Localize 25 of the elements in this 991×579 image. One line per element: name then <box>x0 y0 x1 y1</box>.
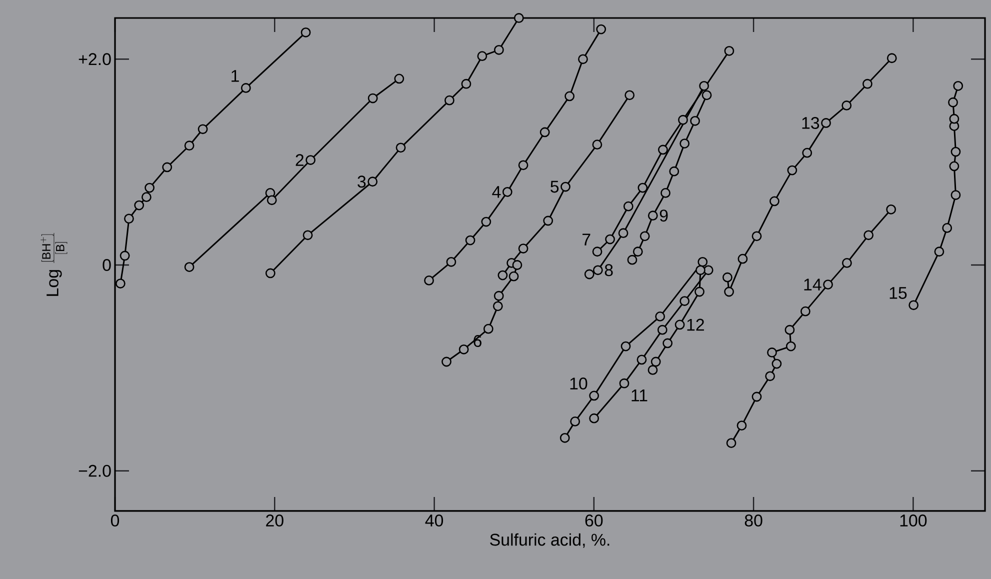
series-label: 4 <box>492 186 501 198</box>
y-tick-label: −2.0 <box>78 464 111 477</box>
series-label: 8 <box>604 264 613 276</box>
series-label: 1 <box>232 70 239 82</box>
x-tick-label: 100 <box>900 514 927 527</box>
x-axis-title: Sulfuric acid, %. <box>490 533 610 548</box>
series-label: 13 <box>802 116 820 129</box>
series-label: 12 <box>687 318 704 331</box>
x-tick-label: 20 <box>266 514 284 527</box>
series-label: 3 <box>358 176 366 188</box>
x-tick-label: 60 <box>585 514 603 527</box>
x-tick-label: 80 <box>744 514 762 527</box>
series-label: 14 <box>804 278 822 290</box>
series-label: 9 <box>660 210 668 222</box>
series-label: 11 <box>632 390 648 402</box>
series-label: 2 <box>296 154 304 166</box>
series-label: 7 <box>582 234 590 246</box>
y-tick-label: 0 <box>102 259 111 271</box>
x-tick-label: 40 <box>425 514 444 527</box>
series-label: 10 <box>570 378 588 390</box>
y-tick-label: +2.0 <box>78 53 111 66</box>
x-tick-label: 0 <box>110 514 120 527</box>
y-axis-title: $\mathrm{Log}\;\frac{[\mathrm{BH}^{+}]}{[\mathrm{B}]}$ <box>40 232 68 296</box>
series-label: 15 <box>890 287 907 299</box>
series-label: 5 <box>550 180 559 193</box>
